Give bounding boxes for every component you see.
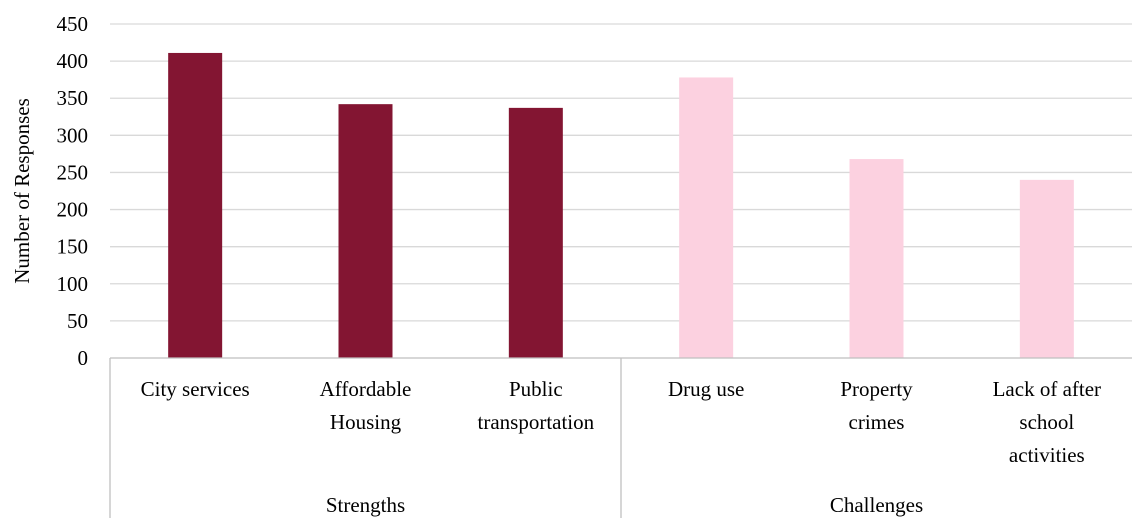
- bar-city-services: [168, 52, 223, 359]
- y-axis-title: Number of Responses: [10, 98, 34, 283]
- group-labels: Strengths Challenges: [326, 493, 923, 517]
- group-label-challenges: Challenges: [830, 493, 923, 517]
- y-tick-labels: 0 50 100 150 200 250 300 350 400 450: [57, 12, 89, 370]
- y-tick-label-0: 0: [78, 346, 89, 370]
- bar-lack-of-after-school-activities: [1019, 179, 1074, 358]
- category-label-affordable-housing: Affordable Housing: [320, 377, 412, 434]
- y-tick-label-450: 450: [57, 12, 89, 36]
- category-labels: City services Affordable Housing Public tran…: [141, 377, 1101, 467]
- category-label-lack-of-after-school-activities: Lack of after school activities: [993, 377, 1101, 467]
- category-label-drug-use: Drug use: [668, 377, 744, 401]
- bars: [168, 52, 1074, 359]
- category-label-city-services: City services: [141, 377, 250, 401]
- group-label-strengths: Strengths: [326, 493, 405, 517]
- y-tick-label-250: 250: [57, 160, 89, 184]
- y-tick-label-300: 300: [57, 123, 89, 147]
- category-label-property-crimes: Property crimes: [840, 377, 913, 434]
- axes: [109, 357, 1132, 518]
- y-tick-label-350: 350: [57, 86, 89, 110]
- category-label-public-transportation: Public transportation: [478, 377, 595, 434]
- y-tick-label-100: 100: [57, 272, 89, 296]
- y-tick-label-50: 50: [67, 309, 88, 333]
- y-tick-label-200: 200: [57, 198, 89, 222]
- gridlines: [110, 23, 1132, 322]
- bar-drug-use: [679, 77, 734, 358]
- bar-public-transportation: [508, 107, 563, 358]
- bar-affordable-housing: [338, 104, 393, 358]
- y-tick-label-150: 150: [57, 235, 89, 259]
- bar-property-crimes: [849, 159, 904, 358]
- y-tick-label-400: 400: [57, 49, 89, 73]
